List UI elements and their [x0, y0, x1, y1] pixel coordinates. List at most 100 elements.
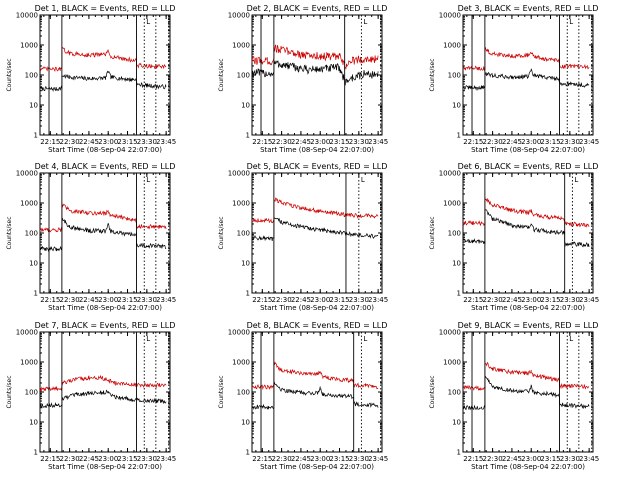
y-tick-label: 10: [452, 260, 461, 268]
series-line-lld: [39, 46, 167, 72]
x-tick-label: 23:45: [368, 296, 388, 304]
x-tick-label: 23:30: [137, 455, 157, 463]
y-tick-label: 10000: [228, 329, 250, 337]
x-tick-label: 23:30: [349, 138, 369, 146]
series-line-lld: [251, 44, 379, 70]
y-tick-label: 100: [25, 230, 38, 238]
y-tick-label: 10000: [16, 329, 38, 337]
x-tick-label: 23:45: [368, 138, 388, 146]
x-tick-label: 23:15: [540, 138, 560, 146]
y-tick-label: 10: [29, 102, 38, 110]
series-line-events: [39, 70, 167, 92]
series-line-events: [251, 381, 379, 410]
y-axis-label: Counts/sec: [6, 58, 13, 91]
y-axis-label: Counts/sec: [429, 216, 436, 249]
x-tick-label: 22:30: [60, 455, 80, 463]
x-tick-label: 23:15: [329, 455, 349, 463]
flag-label: L: [361, 176, 365, 184]
x-tick-label: 22:15: [252, 296, 272, 304]
y-tick-label: 10: [452, 419, 461, 427]
y-tick-label: 10: [452, 102, 461, 110]
y-axis-label: Counts/sec: [429, 58, 436, 91]
series-line-lld: [251, 361, 379, 391]
y-tick-label: 1: [246, 449, 250, 457]
series-line-events: [462, 207, 590, 248]
flag-label: L: [363, 18, 367, 26]
panel-title: Det 5, BLACK = Events, RED = LLD: [247, 162, 388, 171]
y-tick-label: 100: [448, 389, 461, 397]
x-tick-label: 23:30: [349, 455, 369, 463]
x-tick-label: 23:45: [579, 296, 599, 304]
x-tick-label: 23:30: [560, 455, 580, 463]
series-line-events: [251, 217, 379, 242]
x-tick-label: 22:30: [60, 138, 80, 146]
x-tick-label: 23:45: [579, 455, 599, 463]
x-tick-label: 23:45: [156, 455, 176, 463]
x-tick-label: 23:15: [540, 455, 560, 463]
y-tick-label: 1000: [443, 42, 461, 50]
y-tick-label: 1000: [20, 42, 38, 50]
y-tick-label: 1000: [232, 359, 250, 367]
x-axis-label: Start Time (08-Sep-04 22:07:00): [48, 304, 162, 312]
series-line-lld: [462, 47, 590, 71]
x-axis-label: Start Time (08-Sep-04 22:07:00): [471, 463, 585, 471]
y-axis-label: Counts/sec: [429, 375, 436, 408]
plot-frame: [251, 172, 383, 294]
panel-3: Det 3, BLACK = Events, RED = LLD 22:15 22:…: [429, 4, 599, 154]
x-tick-label: 22:45: [291, 296, 311, 304]
flag-label: L: [569, 18, 573, 26]
y-tick-label: 1: [457, 290, 461, 298]
x-tick-label: 23:15: [329, 296, 349, 304]
x-tick-label: 22:45: [79, 138, 99, 146]
panel-title: Det 9, BLACK = Events, RED = LLD: [458, 321, 599, 330]
y-tick-label: 1000: [20, 200, 38, 208]
x-tick-label: 22:30: [60, 296, 80, 304]
y-tick-label: 100: [237, 389, 250, 397]
x-tick-label: 23:45: [368, 455, 388, 463]
y-tick-label: 1000: [443, 200, 461, 208]
plot-frame: [462, 172, 594, 294]
plot-frame: [39, 14, 171, 136]
x-tick-label: 22:45: [79, 455, 99, 463]
plot-frame: [251, 14, 383, 136]
y-axis-label: Counts/sec: [218, 375, 225, 408]
x-tick-label: 23:30: [560, 138, 580, 146]
y-axis-label: Counts/sec: [6, 375, 13, 408]
y-tick-label: 100: [237, 72, 250, 80]
x-tick-label: 23:00: [98, 455, 118, 463]
series-line-events: [39, 217, 167, 252]
x-tick-label: 22:45: [291, 138, 311, 146]
flag-label: L: [569, 335, 573, 343]
x-tick-label: 22:15: [40, 138, 60, 146]
y-tick-label: 1: [246, 290, 250, 298]
x-axis-label: Start Time (08-Sep-04 22:07:00): [48, 463, 162, 471]
x-axis-label: Start Time (08-Sep-04 22:07:00): [260, 146, 374, 154]
x-tick-label: 22:45: [502, 138, 522, 146]
y-tick-label: 100: [25, 72, 38, 80]
x-tick-label: 22:15: [463, 138, 483, 146]
x-tick-label: 23:45: [579, 138, 599, 146]
y-tick-label: 10: [241, 260, 250, 268]
y-tick-label: 1000: [443, 359, 461, 367]
flag-label: L: [146, 18, 150, 26]
y-tick-label: 1: [457, 132, 461, 140]
y-tick-label: 100: [448, 230, 461, 238]
y-tick-label: 10000: [439, 12, 461, 20]
x-tick-label: 22:15: [463, 296, 483, 304]
panel-title: Det 3, BLACK = Events, RED = LLD: [458, 4, 599, 13]
flag-label: L: [146, 176, 150, 184]
x-tick-label: 23:30: [137, 138, 157, 146]
x-tick-label: 22:15: [40, 296, 60, 304]
x-tick-label: 23:15: [117, 296, 137, 304]
x-tick-label: 23:00: [310, 455, 330, 463]
x-tick-label: 23:15: [329, 138, 349, 146]
y-tick-label: 10000: [439, 329, 461, 337]
y-tick-label: 1: [34, 449, 38, 457]
x-tick-label: 23:30: [349, 296, 369, 304]
x-axis-label: Start Time (08-Sep-04 22:07:00): [48, 146, 162, 154]
